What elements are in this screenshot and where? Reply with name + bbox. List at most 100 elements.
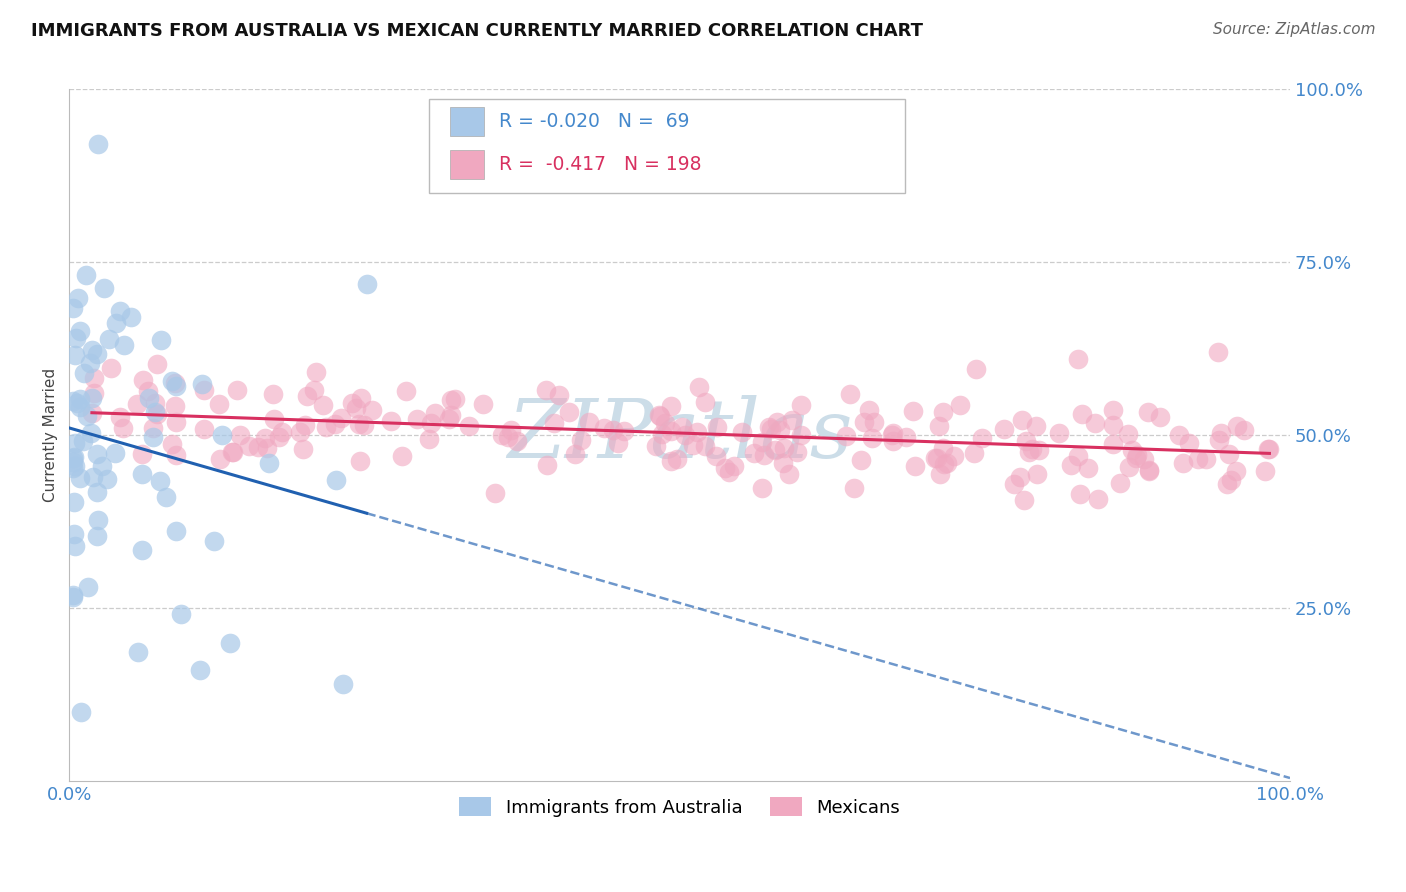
Point <box>1149 410 1171 425</box>
Point <box>269 430 291 444</box>
Point <box>82 470 104 484</box>
Point <box>1025 418 1047 433</box>
Point <box>1010 470 1032 484</box>
Point <box>644 439 666 453</box>
Point <box>165 379 187 393</box>
Point <box>602 423 624 437</box>
Point <box>104 446 127 460</box>
Point <box>1137 463 1160 477</box>
Point <box>262 387 284 401</box>
Point <box>91 459 114 474</box>
Point <box>1025 467 1047 481</box>
Text: ZIPatlas: ZIPatlas <box>508 395 852 475</box>
Point <box>63 526 86 541</box>
Point <box>558 405 581 419</box>
Point <box>1012 492 1035 507</box>
Point <box>256 441 278 455</box>
Point <box>323 417 346 432</box>
Point <box>1060 458 1083 473</box>
Point <box>1011 413 1033 427</box>
Point <box>325 473 347 487</box>
Point <box>344 401 367 416</box>
Point <box>852 415 875 429</box>
Point <box>536 383 558 397</box>
Point <box>965 362 987 376</box>
Point <box>1118 460 1140 475</box>
Point <box>69 324 91 338</box>
Point <box>943 449 966 463</box>
Point <box>654 416 676 430</box>
Point <box>76 268 98 282</box>
Point <box>65 396 87 410</box>
Point <box>312 398 335 412</box>
Point <box>786 445 808 459</box>
Point <box>288 425 311 440</box>
Point <box>127 645 149 659</box>
Point <box>143 405 166 419</box>
Point <box>65 331 87 345</box>
Point <box>211 427 233 442</box>
Point <box>1137 464 1160 478</box>
Point <box>188 663 211 677</box>
Point <box>439 409 461 423</box>
Point <box>246 440 269 454</box>
Point <box>1067 449 1090 463</box>
Point <box>1121 443 1143 458</box>
Point <box>706 420 728 434</box>
Point <box>704 449 727 463</box>
Point <box>501 423 523 437</box>
Point <box>1066 351 1088 366</box>
Point <box>759 422 782 436</box>
Point <box>138 392 160 406</box>
Text: R = -0.020   N =  69: R = -0.020 N = 69 <box>499 112 689 130</box>
Point <box>714 461 737 475</box>
Point <box>105 316 128 330</box>
Point <box>437 412 460 426</box>
Point <box>1258 442 1281 457</box>
Point <box>648 408 671 422</box>
Point <box>131 467 153 482</box>
Point <box>1208 433 1230 447</box>
Point <box>69 392 91 406</box>
Point <box>548 388 571 402</box>
Point <box>1137 404 1160 418</box>
Point <box>108 410 131 425</box>
Point <box>76 580 98 594</box>
Point <box>302 383 325 397</box>
Point <box>132 373 155 387</box>
Point <box>742 446 765 460</box>
Point <box>751 435 773 450</box>
Point <box>440 392 463 407</box>
Point <box>146 407 169 421</box>
Point <box>63 495 86 509</box>
Point <box>457 418 479 433</box>
Point <box>80 391 103 405</box>
Point <box>72 366 94 380</box>
Bar <box>450 150 484 179</box>
Point <box>142 421 165 435</box>
Point <box>80 343 103 357</box>
Point <box>769 423 792 437</box>
Point <box>613 424 636 438</box>
Point <box>858 403 880 417</box>
Point <box>80 406 103 420</box>
Y-axis label: Currently Married: Currently Married <box>44 368 58 502</box>
Point <box>1084 416 1107 430</box>
Point <box>221 445 243 459</box>
Point <box>1225 419 1247 434</box>
Point <box>880 427 903 442</box>
Point <box>87 137 110 152</box>
Point <box>491 427 513 442</box>
Point <box>62 301 84 316</box>
Point <box>932 441 955 455</box>
Point <box>1015 434 1038 448</box>
Point <box>193 383 215 397</box>
Point <box>505 434 527 448</box>
Point <box>406 412 429 426</box>
Point <box>963 446 986 460</box>
Point <box>904 458 927 473</box>
Point <box>1021 442 1043 456</box>
Point <box>484 486 506 500</box>
Point <box>169 607 191 622</box>
Point <box>1232 423 1254 437</box>
